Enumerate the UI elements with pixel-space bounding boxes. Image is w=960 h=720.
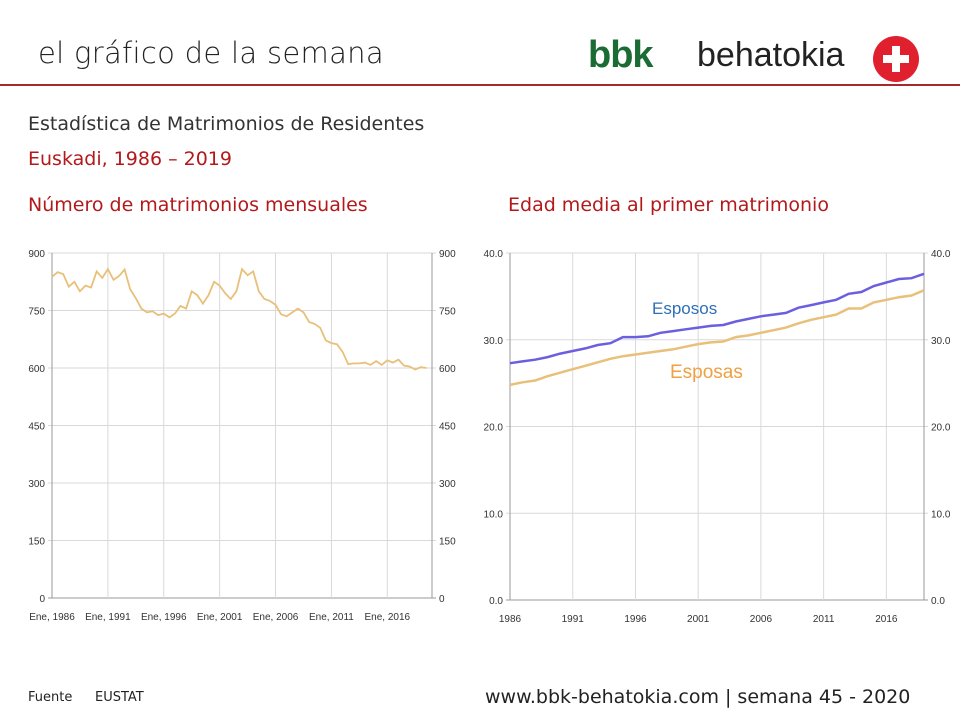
y-tick-label-left: 300: [28, 479, 45, 490]
x-tick-label: 1991: [562, 614, 585, 625]
footer-site: www.bbk-behatokia.com | semana 45 - 2020: [485, 686, 911, 708]
y-tick-label-right: 20.0: [931, 423, 951, 434]
y-tick-label-left: 40.0: [484, 249, 504, 260]
logo-behatokia: behatokia: [697, 36, 845, 74]
y-tick-label-right: 0.0: [931, 596, 945, 607]
y-tick-label-left: 0.0: [489, 596, 503, 607]
series-line-matrimonios-mensuales: [51, 267, 427, 371]
x-tick-label: Ene, 1991: [85, 612, 131, 623]
logo-cross-icon: [873, 36, 919, 82]
label-esposas: Esposas: [670, 362, 743, 383]
y-tick-label-left: 600: [28, 364, 45, 375]
x-tick-label: 2006: [750, 614, 773, 625]
series-line-esposos: [509, 272, 925, 365]
chart-title-monthly: Número de matrimonios mensuales: [28, 194, 368, 216]
y-tick-label-left: 450: [28, 422, 45, 433]
source-label: Fuente: [28, 690, 73, 705]
y-tick-label-left: 750: [28, 307, 45, 318]
x-tick-label: Ene, 2006: [253, 612, 299, 623]
subtitle: Estadística de Matrimonios de Residentes: [28, 113, 425, 135]
y-tick-label-left: 900: [28, 249, 45, 260]
x-tick-label: 1996: [624, 614, 647, 625]
source-value: EUSTAT: [95, 690, 144, 705]
x-tick-label: Ene, 2011: [309, 612, 354, 623]
y-tick-label-left: 150: [28, 537, 45, 548]
y-tick-label-right: 40.0: [931, 249, 951, 260]
page-title: el gráfico de la semana: [38, 36, 384, 70]
header-divider: [0, 84, 960, 86]
logo-bbk: bbk: [588, 34, 654, 76]
series-line-esposas: [509, 289, 925, 387]
y-tick-label-right: 600: [439, 364, 456, 375]
y-tick-label-right: 0: [439, 594, 445, 605]
y-tick-label-right: 300: [439, 479, 456, 490]
y-tick-label-right: 30.0: [931, 336, 951, 347]
y-tick-label-left: 0: [39, 594, 45, 605]
x-tick-label: Ene, 1986: [29, 612, 75, 623]
x-tick-label: 2011: [813, 614, 835, 625]
region-period: Euskadi, 1986 – 2019: [28, 148, 232, 170]
y-tick-label-left: 30.0: [484, 336, 504, 347]
y-tick-label-right: 10.0: [931, 509, 951, 520]
y-tick-label-right: 150: [439, 537, 456, 548]
x-tick-label: Ene, 2016: [364, 612, 410, 623]
y-tick-label-right: 750: [439, 307, 456, 318]
y-tick-label-left: 20.0: [484, 423, 504, 434]
x-tick-label: Ene, 2001: [197, 612, 243, 623]
x-tick-label: 2001: [687, 614, 710, 625]
x-tick-label: 2016: [875, 614, 898, 625]
label-esposos: Esposos: [652, 299, 717, 318]
y-tick-label-left: 10.0: [484, 509, 504, 520]
y-tick-label-right: 450: [439, 422, 456, 433]
y-tick-label-right: 900: [439, 249, 456, 260]
x-tick-label: 1986: [499, 614, 522, 625]
x-tick-label: Ene, 1996: [141, 612, 187, 623]
chart-title-age: Edad media al primer matrimonio: [508, 194, 829, 216]
